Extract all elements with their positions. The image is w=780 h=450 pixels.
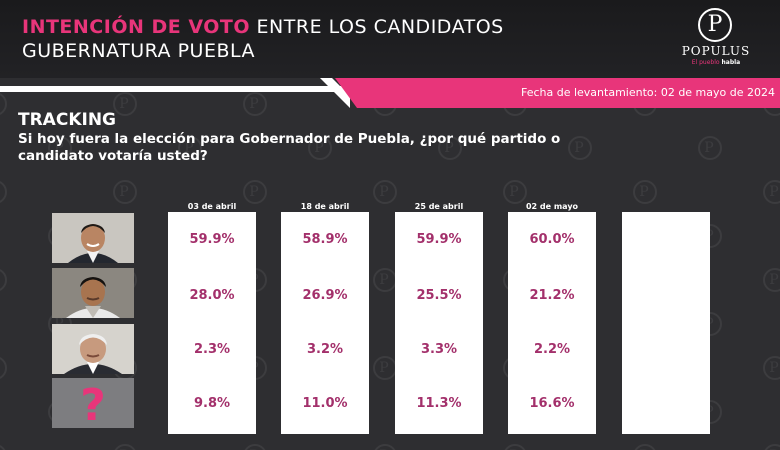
column-header: 03 de abril — [187, 202, 237, 211]
watermark-mark: P — [240, 444, 270, 450]
logo-circle-icon: P — [698, 8, 732, 42]
svg-text:?: ? — [80, 380, 106, 428]
watermark-mark: P — [760, 268, 780, 292]
watermark-mark: P — [110, 92, 140, 116]
watermark-mark: P — [565, 136, 595, 160]
watermark-mark: P — [630, 180, 660, 204]
watermark-mark: P — [0, 268, 10, 292]
value-cell: 16.6% — [529, 396, 575, 411]
data-column — [508, 212, 596, 434]
watermark-mark: P — [370, 180, 400, 204]
candidate-1-photo — [52, 213, 134, 263]
value-cell: 21.2% — [529, 288, 575, 303]
watermark-mark: P — [435, 136, 465, 160]
column-header: 25 de abril — [414, 202, 464, 211]
value-cell: 9.8% — [193, 396, 231, 411]
value-cell: 58.9% — [302, 232, 348, 247]
title-line-2: GUBERNATURA PUEBLA — [22, 40, 256, 62]
watermark-mark: P — [175, 136, 205, 160]
logo-tagline-a: El pueblo — [691, 59, 720, 66]
watermark-mark: P — [370, 444, 400, 450]
watermark-mark: P — [110, 444, 140, 450]
value-cell: 28.0% — [189, 288, 235, 303]
empty-column — [622, 212, 710, 434]
candidate-3-photo — [52, 324, 134, 374]
question-mark-icon: ? — [52, 378, 134, 428]
data-column — [168, 212, 256, 434]
data-column — [281, 212, 369, 434]
watermark-mark: P — [45, 136, 75, 160]
value-cell: 26.9% — [302, 288, 348, 303]
logo-name: POPULUS — [681, 44, 751, 58]
watermark-mark: P — [630, 444, 660, 450]
survey-question: Si hoy fuera la elección para Gobernador… — [18, 131, 561, 164]
watermark-mark: P — [110, 180, 140, 204]
value-cell: 60.0% — [529, 232, 575, 247]
watermark-mark: P — [500, 444, 530, 450]
title-line-1: INTENCIÓN DE VOTO ENTRE LOS CANDIDATOS — [22, 16, 504, 38]
watermark-mark: P — [0, 180, 10, 204]
value-cell: 2.2% — [533, 342, 571, 357]
watermark-mark: P — [760, 180, 780, 204]
logo-tagline-b: habla — [721, 59, 741, 66]
column-header: 02 de mayo — [525, 202, 579, 211]
candidate-2-photo — [52, 268, 134, 318]
value-cell: 59.9% — [189, 232, 235, 247]
watermark-mark: P — [240, 180, 270, 204]
title-rest: ENTRE LOS CANDIDATOS — [256, 16, 504, 38]
header: INTENCIÓN DE VOTO ENTRE LOS CANDIDATOS G… — [0, 0, 780, 78]
watermark-mark: P — [0, 444, 10, 450]
column-header: 18 de abril — [300, 202, 350, 211]
watermark-mark: P — [0, 356, 10, 380]
value-cell: 25.5% — [416, 288, 462, 303]
watermark-mark: P — [760, 444, 780, 450]
watermark-mark: P — [500, 180, 530, 204]
value-cell: 11.3% — [416, 396, 462, 411]
watermark-mark: P — [240, 92, 270, 116]
title-highlight: INTENCIÓN DE VOTO — [22, 16, 250, 38]
value-cell: 3.2% — [306, 342, 344, 357]
date-band — [335, 78, 780, 108]
watermark-mark: P — [695, 136, 725, 160]
value-cell: 11.0% — [302, 396, 348, 411]
populus-logo: P POPULUS El pueblo habla — [666, 8, 766, 70]
watermark-mark: P — [305, 136, 335, 160]
logo-tagline: El pueblo habla — [666, 59, 766, 66]
value-cell: 59.9% — [416, 232, 462, 247]
value-cell: 2.3% — [193, 342, 231, 357]
data-column — [395, 212, 483, 434]
watermark-mark: P — [0, 92, 10, 116]
value-cell: 3.3% — [420, 342, 458, 357]
tracking-title: TRACKING — [18, 110, 116, 130]
white-stripe — [0, 86, 354, 92]
watermark-mark: P — [760, 356, 780, 380]
survey-date: Fecha de levantamiento: 02 de mayo de 20… — [520, 86, 775, 99]
